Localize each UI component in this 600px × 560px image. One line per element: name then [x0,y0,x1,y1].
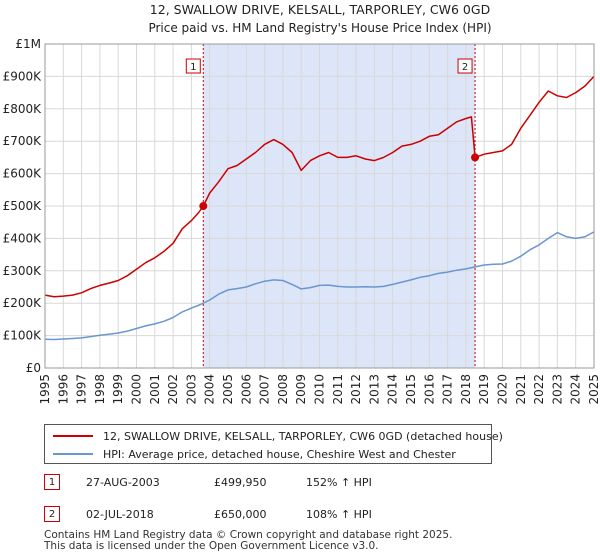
x-tick-label: 2009 [294,374,308,405]
transaction-date: 02-JUL-2018 [86,508,154,521]
legend-swatch-hpi [53,453,93,455]
transaction-number: 1 [44,474,60,490]
x-tick-label: 1995 [38,374,52,405]
x-tick-label: 2011 [331,374,345,405]
axes: £0 £100K £200K £300K £400K £500K £600K £700K £80… [3,37,600,405]
series-lines [44,75,595,341]
footer-copyright: Contains HM Land Registry data © Crown c… [44,529,453,541]
y-tick-label: £600K [3,167,43,181]
x-tick-label: 2004 [203,374,217,405]
chart-title: 12, SWALLOW DRIVE, KELSALL, TARPORLEY, C… [150,2,490,17]
table-row: 2 02-JUL-2018 £650,000 108% ↑ HPI [44,506,444,526]
x-tick-label: 2005 [221,374,235,405]
y-tick-label: £1M [15,37,41,51]
price-chart: 12, SWALLOW DRIVE, KELSALL, TARPORLEY, C… [3,2,600,405]
series-line [44,231,595,341]
x-tick-label: 1998 [93,374,107,405]
legend-swatch-price [53,435,93,437]
legend: 12, SWALLOW DRIVE, KELSALL, TARPORLEY, C… [44,424,503,464]
transaction-hpi: 108% ↑ HPI [306,508,372,521]
x-tick-label: 2019 [477,374,491,405]
x-tick-label: 2018 [459,374,473,405]
transaction-number: 2 [44,506,60,522]
x-tick-label: 2020 [496,374,510,405]
x-tick-label: 2012 [349,374,363,405]
transaction-label-box [185,58,201,74]
y-tick-label: £900K [3,69,43,83]
table-row: 1 27-AUG-2003 £499,950 152% ↑ HPI [44,474,444,494]
x-tick-label: 2021 [514,374,528,405]
x-tick-label: 2024 [569,374,583,405]
x-tick-label: 2025 [587,374,600,405]
transaction-label-box [457,58,473,74]
y-tick-label: £200K [3,296,43,310]
x-tick-label: 1997 [75,374,89,405]
y-tick-label: £700K [3,134,43,148]
legend-label-hpi: HPI: Average price, detached house, Ches… [103,447,456,461]
y-tick-label: £0 [26,361,41,375]
x-tick-label: 1999 [111,374,125,405]
y-tick-label: £100K [3,329,43,343]
x-tick-label: 2023 [550,374,564,405]
x-tick-label: 2022 [532,374,546,405]
transaction-date: 27-AUG-2003 [86,476,160,489]
transaction-label: 1 [190,62,196,73]
x-tick-label: 2002 [166,374,180,405]
x-tick-label: 2000 [130,374,144,405]
legend-item-hpi: HPI: Average price, detached house, Ches… [53,446,456,462]
y-tick-label: £400K [3,231,43,245]
transaction-point [199,202,208,211]
legend-item-price: 12, SWALLOW DRIVE, KELSALL, TARPORLEY, C… [53,428,503,444]
x-tick-label: 2015 [404,374,418,405]
x-tick-label: 2016 [422,374,436,405]
y-tick-label: £300K [3,264,43,278]
legend-label-price: 12, SWALLOW DRIVE, KELSALL, TARPORLEY, C… [103,429,503,443]
plot-border [44,43,595,369]
y-tick-label: £500K [3,199,43,213]
transaction-price: £650,000 [214,508,267,521]
chart-subtitle: Price paid vs. HM Land Registry's House … [148,21,491,35]
x-tick-label: 2014 [386,374,400,405]
transaction-price: £499,950 [214,476,267,489]
x-tick-label: 2007 [258,374,272,405]
footer: Contains HM Land Registry data © Crown c… [44,530,452,552]
x-tick-label: 1996 [56,374,70,405]
y-tick-label: £800K [3,102,43,116]
x-tick-label: 2017 [441,374,455,405]
x-tick-label: 2008 [276,374,290,405]
x-tick-label: 2006 [239,374,253,405]
transaction-label: 2 [462,62,468,73]
x-tick-label: 2003 [184,374,198,405]
transaction-point [471,153,480,162]
x-tick-label: 2001 [148,374,162,405]
x-tick-label: 2013 [367,374,381,405]
footer-licence: This data is licensed under the Open Gov… [44,540,379,552]
transaction-hpi: 152% ↑ HPI [306,476,372,489]
series-line [44,75,595,298]
x-tick-label: 2010 [313,374,327,405]
